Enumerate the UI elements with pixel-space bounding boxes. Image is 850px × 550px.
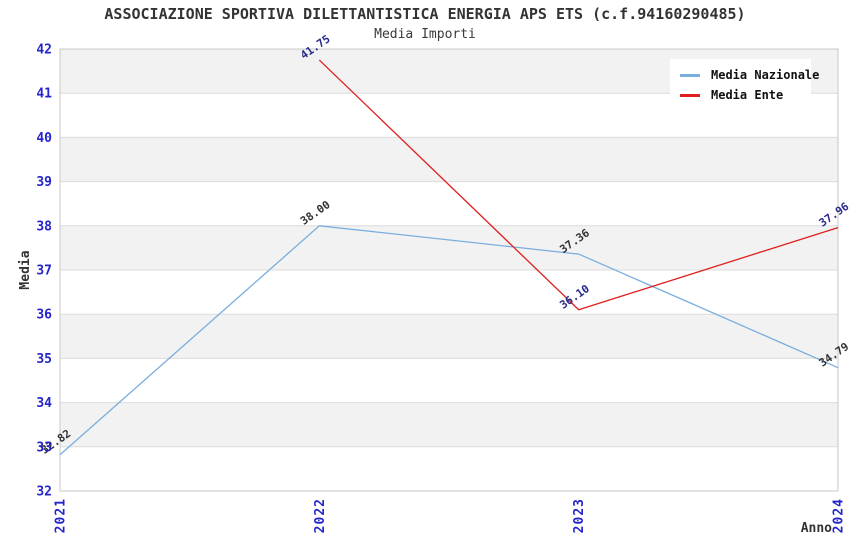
band-row	[60, 314, 838, 359]
point-label: 37.96	[817, 200, 850, 230]
x-tick-label: 2024	[832, 498, 847, 533]
band-row	[60, 402, 838, 447]
x-tick-label: 2022	[313, 498, 328, 533]
x-axis-title: Anno	[801, 521, 832, 536]
y-axis-title: Media	[18, 250, 33, 289]
series-lines	[59, 59, 839, 456]
legend-label-media-ente: Media Ente	[711, 88, 784, 102]
y-tick-label: 33	[36, 440, 52, 455]
y-tick-label: 38	[36, 219, 52, 234]
x-tick-label: 2023	[572, 498, 587, 533]
plot-border	[59, 48, 839, 492]
y-tick-label: 36	[36, 308, 52, 323]
band-row	[60, 137, 838, 182]
y-tick-label: 41	[36, 87, 52, 102]
chart-title: ASSOCIAZIONE SPORTIVA DILETTANTISTICA EN…	[104, 5, 746, 23]
legend-swatch-1	[680, 93, 700, 97]
x-tick-labels: 2021 2022 2023 2024	[54, 498, 847, 533]
legend-swatch-0	[680, 73, 700, 77]
series-line-media-nazionale	[59, 225, 839, 456]
series-line-media-ente	[318, 59, 839, 311]
y-tick-label: 32	[36, 485, 52, 500]
y-tick-labels: 32 33 34 35 36 37 38 39 40 41 42	[36, 43, 52, 500]
y-tick-label: 40	[36, 131, 52, 146]
y-tick-label: 39	[36, 175, 52, 190]
y-tick-label: 34	[36, 396, 52, 411]
band-row	[60, 225, 838, 270]
y-tick-label: 37	[36, 264, 52, 279]
y-tick-label: 42	[36, 43, 52, 58]
legend-item-media-nazionale: Media Nazionale	[680, 65, 819, 85]
chart-subtitle: Media Importi	[374, 27, 476, 42]
plot-bands	[60, 49, 838, 447]
x-tick-label: 2021	[54, 498, 69, 533]
plot-gridlines	[60, 92, 838, 448]
point-label: 38.00	[298, 198, 333, 228]
y-tick-label: 35	[36, 352, 52, 367]
legend-item-media-ente: Media Ente	[680, 85, 803, 105]
legend-label-media-nazionale: Media Nazionale	[711, 68, 820, 82]
legend: Media Nazionale Media Ente	[670, 59, 819, 111]
